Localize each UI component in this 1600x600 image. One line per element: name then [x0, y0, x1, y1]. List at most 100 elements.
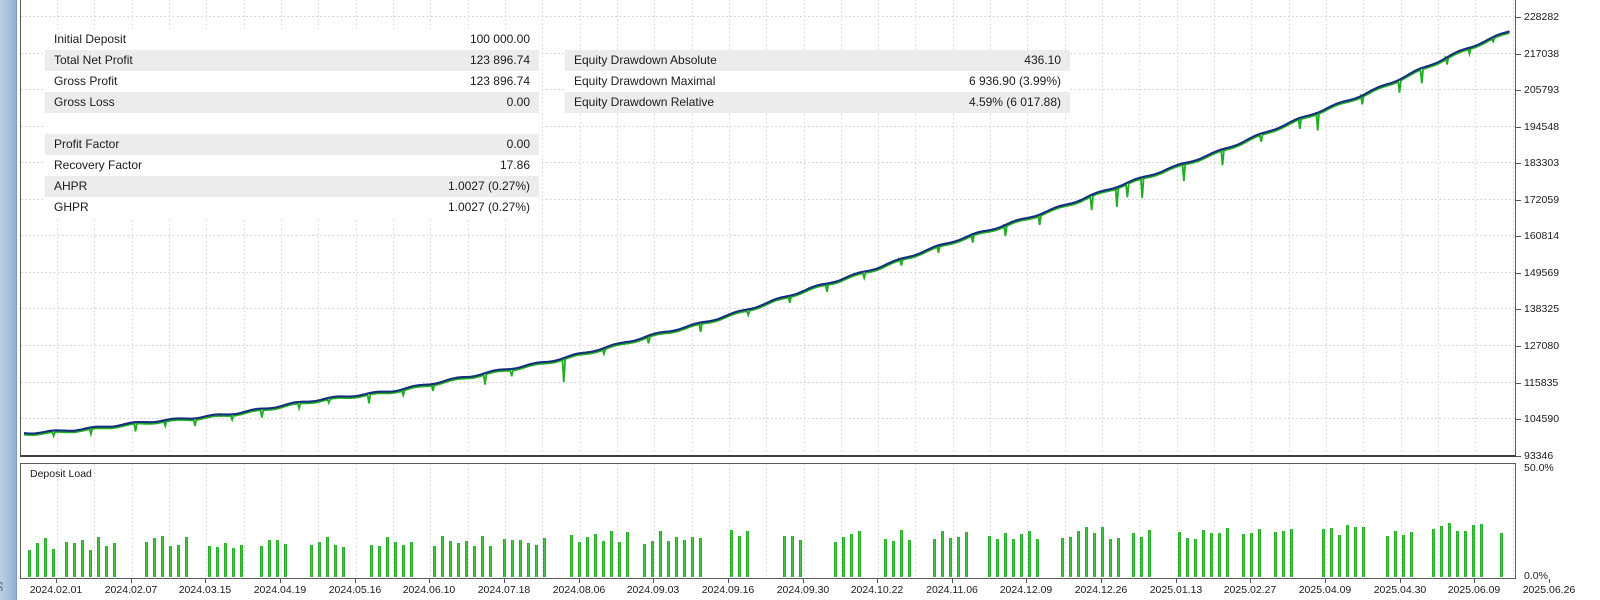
deposit-load-bar [948, 538, 952, 577]
deposit-load-bar [385, 537, 389, 577]
deposit-load-bar [593, 534, 597, 577]
deposit-load-bar [1432, 529, 1436, 577]
deposit-load-bar [799, 540, 803, 577]
deposit-load-bar [409, 542, 413, 577]
deposit-load-bar [1440, 526, 1444, 577]
deposit-load-bar [177, 545, 181, 577]
x-axis-tick [1101, 579, 1102, 583]
deposit-load-bar [1322, 529, 1326, 577]
deposit-load-bar [1092, 533, 1096, 577]
deposit-load-bar [276, 540, 280, 577]
x-axis-label: 2025.02.27 [1223, 584, 1277, 596]
deposit-load-bar [1084, 527, 1088, 577]
y-axis-label: 138325 [1524, 303, 1560, 315]
stat-label: GHPR [54, 200, 89, 214]
stat-value: 0.00 [506, 137, 530, 151]
deposit-load-bar [1386, 536, 1390, 577]
sidebar: egy Tester [0, 0, 17, 600]
deposit-load-bar [1194, 539, 1198, 577]
x-axis-tick [1176, 579, 1177, 583]
stat-value: 1.0027 (0.27%) [447, 179, 530, 193]
stat-value: 123 896.74 [469, 53, 530, 67]
deposit-load-bar [1004, 533, 1008, 577]
deposit-load-bar [1100, 527, 1104, 577]
sidebar-tab-strategy-tester[interactable]: egy Tester [0, 544, 3, 598]
y-axis-tick [1516, 273, 1521, 274]
deposit-load-bar [481, 536, 485, 577]
deposit-load-bar [1250, 533, 1254, 577]
x-axis-label: 2024.06.10 [402, 584, 456, 596]
x-axis-tick [653, 579, 654, 583]
y-axis-tick [1516, 309, 1521, 310]
deposit-load-bar [81, 540, 85, 577]
x-axis-tick [579, 579, 580, 583]
deposit-load-bar [518, 540, 522, 577]
deposit-load-bar [609, 531, 613, 577]
y-axis-tick [1516, 163, 1521, 164]
deposit-load-bar [577, 542, 581, 577]
deposit-axis-label: 0.0% [1524, 570, 1548, 582]
stat-value: 123 896.74 [469, 74, 530, 88]
balance-chart-panel[interactable]: Initial Deposit 100 000.00 Total Net Profi… [20, 0, 1516, 457]
y-axis-label: 228282 [1524, 11, 1560, 23]
x-axis-label: 2024.11.06 [926, 584, 978, 596]
y-axis-tick [1516, 236, 1521, 237]
deposit-load-bar [1362, 527, 1366, 577]
deposit-load-bar [617, 542, 621, 577]
deposit-load-bar [1028, 531, 1032, 577]
stat-label: Recovery Factor [54, 158, 143, 172]
x-axis-tick [429, 579, 430, 583]
deposit-load-bar [1076, 531, 1080, 577]
x-axis-label: 2024.04.19 [253, 584, 307, 596]
stat-value: 436.10 [1024, 53, 1061, 67]
y-axis-tick [1516, 383, 1521, 384]
deposit-load-bar [113, 543, 117, 577]
x-axis-label: 2025.04.09 [1298, 584, 1352, 596]
y-axis-label: 93346 [1524, 450, 1554, 462]
deposit-load-bar [28, 550, 31, 577]
deposit-load-bar [738, 536, 742, 577]
stat-row: Equity Drawdown Relative 4.59% (6 017.88) [565, 92, 1070, 113]
x-axis: 2024.02.01 2024.02.07 2024.03.15 2024.04.19… [20, 579, 1600, 600]
deposit-load-bar [318, 542, 322, 577]
deposit-load-bar [334, 545, 338, 577]
deposit-load-bar [52, 549, 55, 577]
deposit-load-bar [1226, 528, 1230, 577]
deposit-load-bar [284, 544, 288, 577]
stat-label: AHPR [54, 179, 88, 193]
deposit-load-bar [161, 536, 165, 577]
deposit-load-bar [666, 541, 670, 577]
deposit-load-bar [746, 531, 750, 577]
deposit-load-bar [268, 540, 272, 577]
deposit-load-bar [891, 541, 895, 577]
deposit-load-bar [433, 546, 437, 577]
deposit-load-bar [1132, 533, 1136, 577]
stat-value: 6 936.90 (3.99%) [968, 74, 1061, 88]
stat-row: Profit Factor 0.00 [45, 134, 539, 155]
deposit-load-bar [401, 545, 405, 577]
deposit-load-bar [326, 537, 330, 577]
stat-value: 1.0027 (0.27%) [447, 200, 530, 214]
stat-value: 100 000.00 [469, 32, 530, 46]
y-axis-label: 183303 [1524, 157, 1560, 169]
deposit-load-bar [44, 538, 47, 577]
deposit-load-bar [1140, 537, 1144, 577]
deposit-load-bar [465, 541, 469, 577]
deposit-load-bar [231, 548, 235, 577]
deposit-load-bar [1210, 533, 1214, 577]
deposit-load-bar [940, 531, 944, 577]
x-axis-label: 2024.02.01 [29, 584, 83, 596]
deposit-load-bar [1394, 531, 1398, 577]
y-axis-tick [1516, 54, 1521, 55]
deposit-load-bar [783, 536, 787, 577]
x-axis-tick [205, 579, 206, 583]
x-axis-tick [131, 579, 132, 583]
deposit-load-bar [1202, 530, 1206, 577]
x-axis-tick [1400, 579, 1401, 583]
deposit-load-bar [185, 537, 189, 577]
stat-row: Equity Drawdown Absolute 436.10 [565, 50, 1070, 71]
deposit-load-bar [932, 539, 936, 577]
deposit-load-panel[interactable]: Deposit Load [20, 463, 1516, 579]
y-axis-label: 172059 [1524, 194, 1560, 206]
deposit-load-bar [791, 536, 795, 577]
